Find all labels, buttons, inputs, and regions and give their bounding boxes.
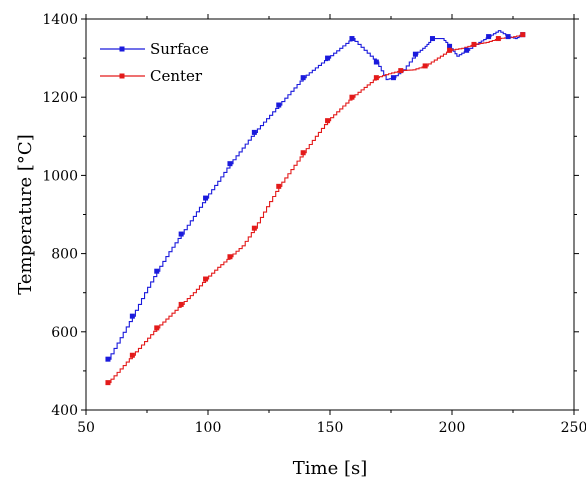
x-axis-ticks: 50 100 150 200 250	[77, 14, 586, 436]
y-tick-label: 1000	[42, 168, 78, 184]
data-point-center	[325, 118, 331, 124]
y-tick-label: 1200	[42, 90, 78, 106]
data-point-center	[129, 352, 135, 358]
data-point-surface	[349, 36, 355, 42]
x-tick-label: 250	[561, 420, 586, 436]
data-point-surface	[390, 75, 396, 81]
data-point-center	[276, 183, 282, 189]
data-point-surface	[464, 47, 470, 53]
data-point-center	[495, 36, 501, 42]
y-tick-label: 800	[51, 247, 78, 263]
data-point-surface	[276, 102, 282, 108]
data-point-center	[471, 41, 477, 47]
data-point-surface	[129, 313, 135, 319]
data-point-center	[398, 68, 404, 74]
series-line-center	[107, 34, 524, 384]
legend-label-center: Center	[150, 67, 203, 85]
data-point-center	[447, 47, 453, 53]
data-point-center	[154, 325, 160, 331]
data-point-surface	[251, 129, 257, 135]
data-point-surface	[412, 51, 418, 57]
data-point-center	[422, 63, 428, 69]
data-point-center	[349, 94, 355, 100]
y-tick-label: 600	[51, 325, 78, 341]
data-point-surface	[227, 161, 233, 167]
data-point-center	[373, 75, 379, 81]
legend-marker-center	[119, 73, 125, 79]
data-point-surface	[486, 34, 492, 40]
legend: Surface Center	[100, 40, 209, 85]
legend-label-surface: Surface	[150, 40, 209, 58]
data-point-surface	[325, 55, 331, 61]
y-tick-label: 400	[51, 403, 78, 419]
x-tick-label: 150	[317, 420, 344, 436]
data-point-center	[520, 32, 526, 38]
x-tick-label: 200	[439, 420, 466, 436]
data-point-center	[227, 254, 233, 260]
x-tick-label: 50	[77, 420, 95, 436]
data-point-center	[178, 301, 184, 307]
data-point-surface	[105, 356, 111, 362]
y-axis-ticks: 400 600 800 1000 1200 1400	[42, 12, 579, 419]
x-axis-title: Time [s]	[293, 458, 368, 479]
data-point-surface	[505, 34, 511, 40]
legend-marker-surface	[119, 46, 125, 52]
y-tick-label: 1400	[42, 12, 78, 28]
series-markers-layer	[105, 32, 526, 386]
x-tick-label: 100	[195, 420, 222, 436]
data-point-center	[203, 276, 209, 282]
data-point-surface	[300, 75, 306, 81]
data-point-center	[105, 380, 111, 386]
data-point-center	[251, 225, 257, 231]
data-point-surface	[373, 59, 379, 65]
data-point-surface	[203, 195, 209, 201]
data-point-surface	[429, 36, 435, 42]
data-point-surface	[447, 43, 453, 49]
data-point-surface	[154, 268, 160, 274]
y-axis-title: Temperature [°C]	[15, 134, 36, 294]
data-point-center	[300, 150, 306, 156]
data-point-surface	[178, 231, 184, 237]
